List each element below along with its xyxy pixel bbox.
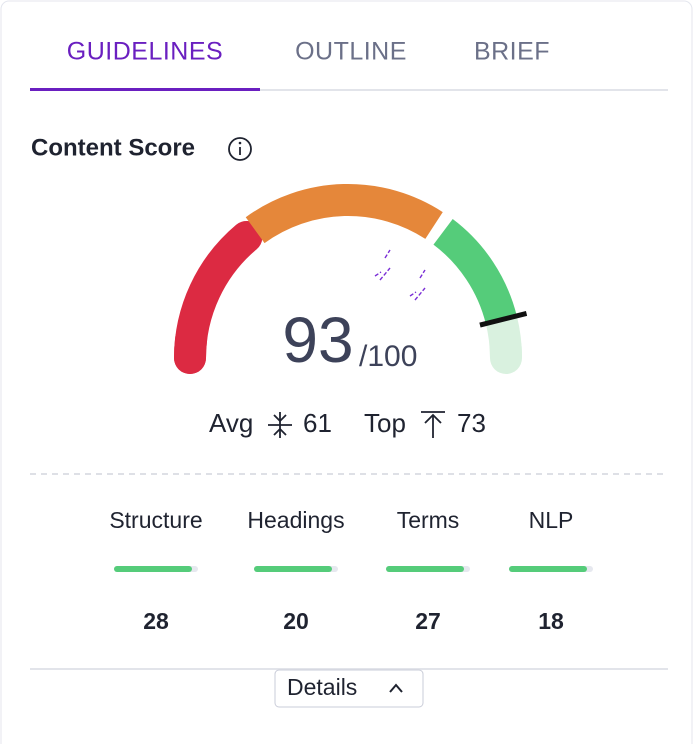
- top-label: Top: [364, 408, 406, 438]
- gauge-segment: [245, 184, 443, 244]
- metric-value: 20: [283, 608, 309, 634]
- gauge: [174, 184, 528, 374]
- tab[interactable]: BRIEF: [474, 38, 550, 66]
- metric-value: 18: [538, 608, 564, 634]
- gauge-segment: [174, 322, 208, 374]
- metric-value: 27: [415, 608, 441, 634]
- metric-bar: [114, 566, 192, 572]
- score-max: /100: [359, 340, 417, 373]
- tab[interactable]: OUTLINE: [295, 38, 407, 66]
- avg-value: 61: [303, 408, 332, 438]
- gauge-needle: [479, 311, 528, 328]
- metric-label: Structure: [109, 507, 202, 533]
- benchmark-marker: [409, 269, 426, 301]
- benchmark-marker: [374, 249, 391, 281]
- top-value: 73: [457, 408, 486, 438]
- top-icon: [421, 411, 445, 438]
- section-title: Content Score: [31, 134, 195, 161]
- gauge-segment: [433, 219, 517, 325]
- score: 93: [282, 304, 353, 376]
- chevron-up: [389, 683, 403, 693]
- metric-bar: [254, 566, 332, 572]
- avg-icon: [268, 412, 292, 438]
- avg-label: Avg: [209, 408, 253, 438]
- details-button[interactable]: [274, 669, 424, 708]
- metrics: Structure 28 Headings 20 Terms 27 NLP 18: [109, 507, 593, 634]
- tab[interactable]: GUIDELINES: [67, 38, 223, 66]
- metric-bar: [509, 566, 587, 572]
- metric-label: Headings: [247, 507, 344, 533]
- info-icon[interactable]: [228, 137, 252, 161]
- metric-label: Terms: [397, 507, 460, 533]
- metric-value: 28: [143, 608, 169, 634]
- metric-label: NLP: [529, 507, 574, 533]
- metric-bar: [386, 566, 464, 572]
- details-label: Details: [287, 674, 357, 700]
- info-icon-dot: [238, 141, 242, 145]
